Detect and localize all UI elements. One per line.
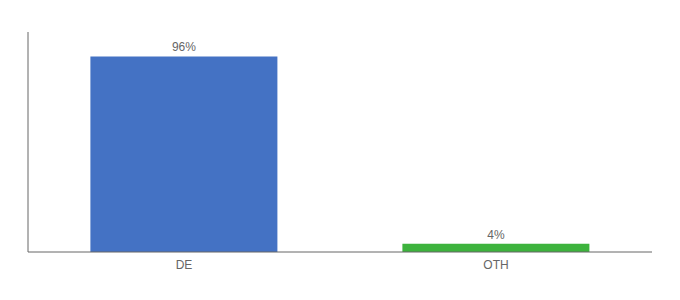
svg-text:DE: DE	[176, 258, 193, 272]
svg-text:OTH: OTH	[483, 258, 508, 272]
svg-text:4%: 4%	[487, 228, 505, 242]
svg-text:96%: 96%	[172, 40, 196, 54]
